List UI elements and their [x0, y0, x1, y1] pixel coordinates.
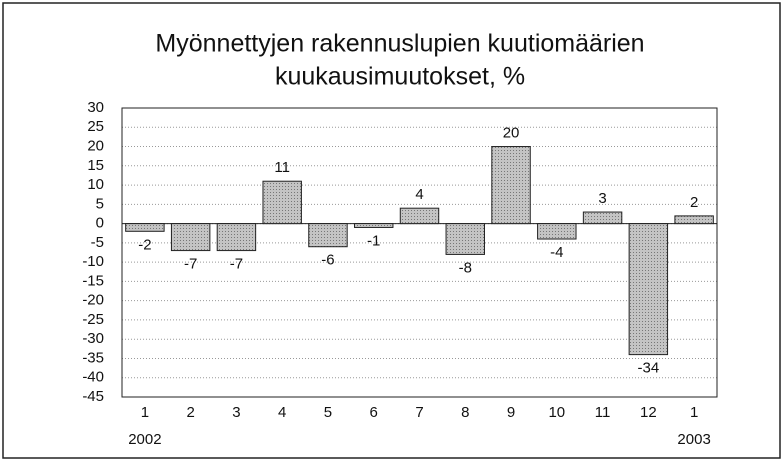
plot-area: [121, 107, 718, 398]
data-label: -8: [459, 259, 472, 276]
data-label: -6: [321, 252, 334, 269]
bar: [628, 223, 669, 356]
data-label: 4: [415, 186, 423, 203]
y-tick-label: -5: [91, 234, 104, 251]
x-tick-label: 8: [461, 404, 469, 421]
x-tick-label: 5: [324, 404, 332, 421]
chart-title: kuukausimuutokset, %: [275, 63, 525, 91]
x-tick-label: 7: [415, 404, 423, 421]
x-tick-label: 2: [186, 404, 194, 421]
year-label: 2002: [128, 431, 161, 448]
bar: [170, 223, 211, 252]
y-tick-label: -45: [82, 388, 104, 405]
x-tick-label: 1: [141, 404, 149, 421]
bar: [399, 207, 440, 225]
y-tick-label: -30: [82, 330, 104, 347]
bar: [308, 223, 348, 248]
bar: [582, 211, 623, 225]
x-tick-label: 4: [278, 404, 286, 421]
bar: [537, 223, 577, 240]
bar: [445, 223, 485, 255]
chart-title: Myönnettyjen rakennuslupien kuutiomäärie…: [155, 30, 644, 58]
data-label: 3: [598, 190, 606, 207]
y-tick-label: 15: [87, 157, 104, 174]
y-tick-label: 10: [87, 176, 104, 193]
data-label: 20: [503, 125, 520, 142]
data-label: 2: [690, 194, 698, 211]
data-label: -2: [138, 236, 151, 253]
data-label: -7: [230, 256, 243, 273]
year-label: 2003: [677, 431, 710, 448]
x-tick-label: 6: [370, 404, 378, 421]
y-tick-label: 30: [87, 99, 104, 116]
data-label: -34: [638, 360, 660, 377]
y-tick-label: 25: [87, 118, 104, 135]
x-tick-label: 12: [640, 404, 657, 421]
bar: [216, 223, 257, 252]
x-tick-label: 3: [232, 404, 240, 421]
x-tick-label: 9: [507, 404, 515, 421]
y-tick-label: -35: [82, 349, 104, 366]
y-tick-label: 5: [96, 195, 104, 212]
y-tick-label: -25: [82, 311, 104, 328]
data-label: -1: [367, 232, 380, 249]
bar: [491, 146, 531, 225]
x-tick-label: 11: [595, 404, 611, 421]
y-tick-label: -20: [82, 292, 104, 309]
data-label: 11: [274, 159, 290, 176]
y-tick-label: -15: [82, 272, 104, 289]
y-tick-label: 20: [87, 138, 104, 155]
x-tick-label: 1: [690, 404, 698, 421]
data-label: -4: [550, 244, 563, 261]
bar: [674, 215, 714, 225]
y-tick-label: 0: [96, 215, 104, 232]
bar: [125, 223, 165, 232]
bar: [354, 223, 394, 228]
y-tick-label: -10: [82, 253, 104, 270]
x-tick-label: 10: [548, 404, 565, 421]
bar: [262, 180, 302, 225]
data-label: -7: [184, 256, 197, 273]
y-tick-label: -40: [82, 369, 104, 386]
